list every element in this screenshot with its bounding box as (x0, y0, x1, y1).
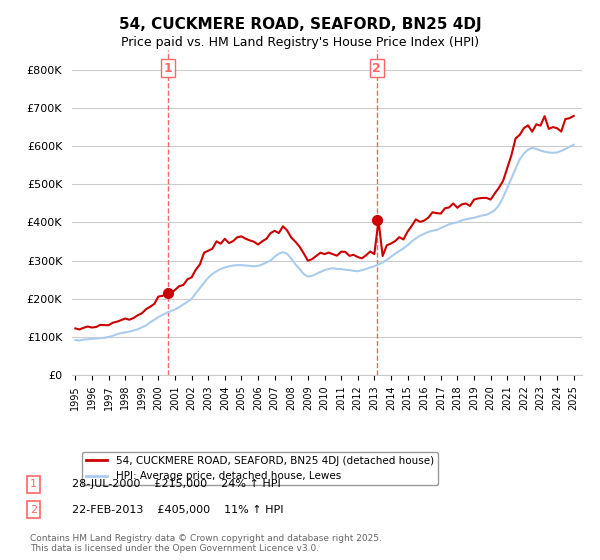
Legend: 54, CUCKMERE ROAD, SEAFORD, BN25 4DJ (detached house), HPI: Average price, detac: 54, CUCKMERE ROAD, SEAFORD, BN25 4DJ (de… (82, 452, 438, 486)
Text: 54, CUCKMERE ROAD, SEAFORD, BN25 4DJ: 54, CUCKMERE ROAD, SEAFORD, BN25 4DJ (119, 17, 481, 32)
Text: 22-FEB-2013    £405,000    11% ↑ HPI: 22-FEB-2013 £405,000 11% ↑ HPI (72, 505, 284, 515)
Text: 2: 2 (372, 62, 381, 75)
Text: 28-JUL-2000    £215,000    24% ↑ HPI: 28-JUL-2000 £215,000 24% ↑ HPI (72, 479, 281, 489)
Text: 2: 2 (30, 505, 37, 515)
Text: Contains HM Land Registry data © Crown copyright and database right 2025.
This d: Contains HM Land Registry data © Crown c… (30, 534, 382, 553)
Text: 1: 1 (164, 62, 172, 75)
Text: 1: 1 (30, 479, 37, 489)
Text: Price paid vs. HM Land Registry's House Price Index (HPI): Price paid vs. HM Land Registry's House … (121, 36, 479, 49)
